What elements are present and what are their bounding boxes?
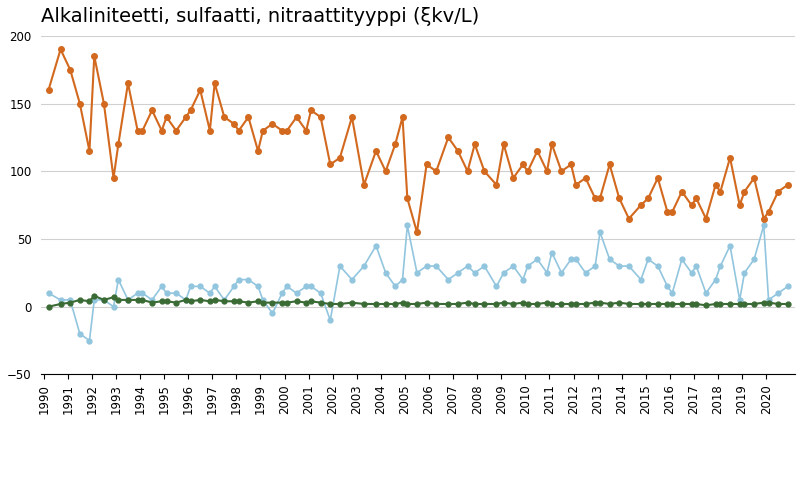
- Nitraattityyppi: [662, 301, 672, 307]
- Sulfaatti: [412, 229, 422, 235]
- Alkaliniteetti: [43, 290, 53, 296]
- Nitraattityyppi: [43, 304, 53, 310]
- Text: Alkaliniteetti, sulfaatti, nitraattityyppi (ξkv/L): Alkaliniteetti, sulfaatti, nitraattityyp…: [41, 7, 480, 26]
- Nitraattityyppi: [90, 293, 99, 299]
- Nitraattityyppi: [359, 301, 369, 307]
- Nitraattityyppi: [210, 297, 220, 303]
- Nitraattityyppi: [172, 300, 181, 305]
- Sulfaatti: [258, 128, 268, 133]
- Sulfaatti: [667, 209, 677, 215]
- Alkaliniteetti: [783, 284, 792, 289]
- Alkaliniteetti: [258, 297, 268, 303]
- Sulfaatti: [210, 80, 220, 86]
- Line: Nitraattityyppi: Nitraattityyppi: [46, 293, 790, 309]
- Line: Sulfaatti: Sulfaatti: [46, 47, 791, 235]
- Sulfaatti: [783, 182, 792, 188]
- Alkaliniteetti: [359, 263, 369, 269]
- Sulfaatti: [359, 182, 369, 188]
- Nitraattityyppi: [258, 300, 268, 305]
- Alkaliniteetti: [172, 290, 181, 296]
- Nitraattityyppi: [783, 301, 792, 307]
- Sulfaatti: [56, 47, 66, 52]
- Legend: Alkaliniteetti, Sulfaatti, Nitraattityyppi: Alkaliniteetti, Sulfaatti, Nitraattityyp…: [200, 476, 637, 480]
- Alkaliniteetti: [431, 263, 441, 269]
- Line: Alkaliniteetti: Alkaliniteetti: [46, 223, 790, 343]
- Sulfaatti: [43, 87, 53, 93]
- Alkaliniteetti: [667, 290, 677, 296]
- Sulfaatti: [431, 168, 441, 174]
- Sulfaatti: [172, 128, 181, 133]
- Alkaliniteetti: [210, 284, 220, 289]
- Nitraattityyppi: [422, 300, 431, 305]
- Alkaliniteetti: [85, 337, 95, 343]
- Alkaliniteetti: [403, 223, 412, 228]
